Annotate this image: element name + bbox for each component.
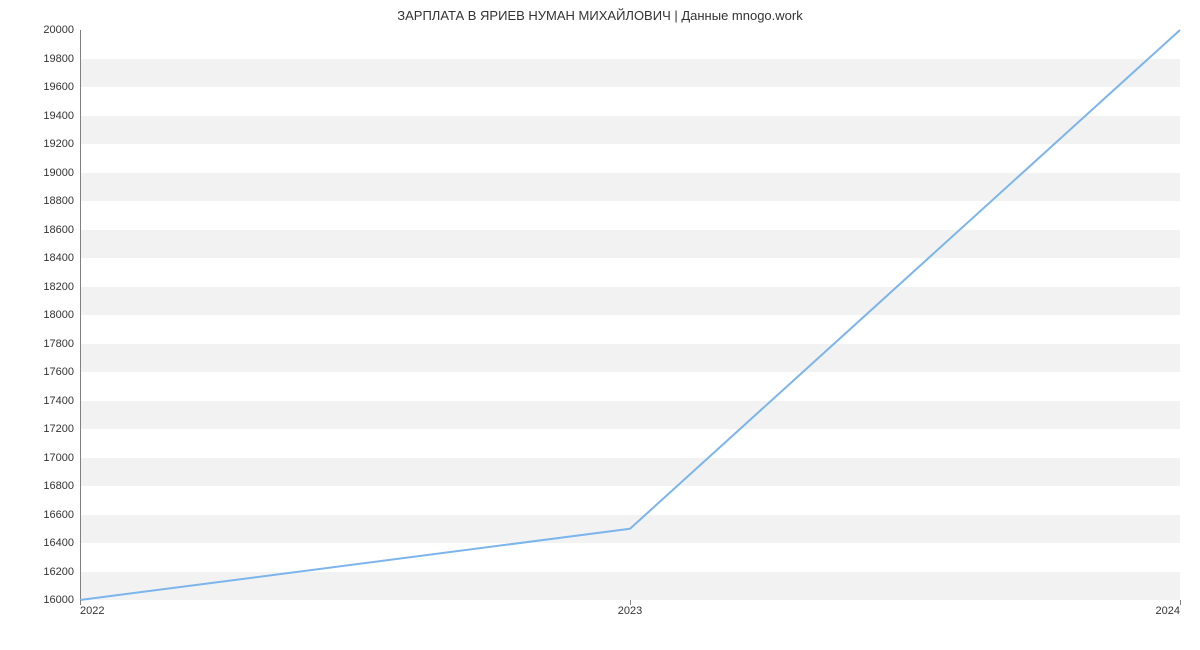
y-tick-label: 17000 [4,452,74,464]
y-tick-label: 19400 [4,110,74,122]
y-tick-label: 17400 [4,395,74,407]
y-tick-label: 17200 [4,423,74,435]
y-tick-label: 20000 [4,24,74,36]
y-tick-label: 18200 [4,281,74,293]
y-tick-label: 16800 [4,480,74,492]
x-tick-label: 2024 [1156,605,1180,617]
y-tick-label: 19000 [4,167,74,179]
x-tick-label: 2023 [618,605,642,617]
y-tick-label: 16400 [4,537,74,549]
y-tick-label: 16000 [4,594,74,606]
y-tick-label: 17600 [4,366,74,378]
y-tick-label: 18400 [4,252,74,264]
salary-line-chart: ЗАРПЛАТА В ЯРИЕВ НУМАН МИХАЙЛОВИЧ | Данн… [0,0,1200,650]
line-series [80,30,1180,600]
y-tick-label: 18000 [4,309,74,321]
y-tick-label: 16200 [4,566,74,578]
y-tick-label: 16600 [4,509,74,521]
y-tick-label: 19800 [4,53,74,65]
chart-title: ЗАРПЛАТА В ЯРИЕВ НУМАН МИХАЙЛОВИЧ | Данн… [0,8,1200,23]
x-tick-mark [1180,600,1181,605]
y-tick-label: 19200 [4,138,74,150]
y-tick-label: 17800 [4,338,74,350]
x-tick-label: 2022 [80,605,104,617]
series-line [80,30,1180,600]
y-tick-label: 18600 [4,224,74,236]
y-tick-label: 19600 [4,81,74,93]
y-tick-label: 18800 [4,195,74,207]
